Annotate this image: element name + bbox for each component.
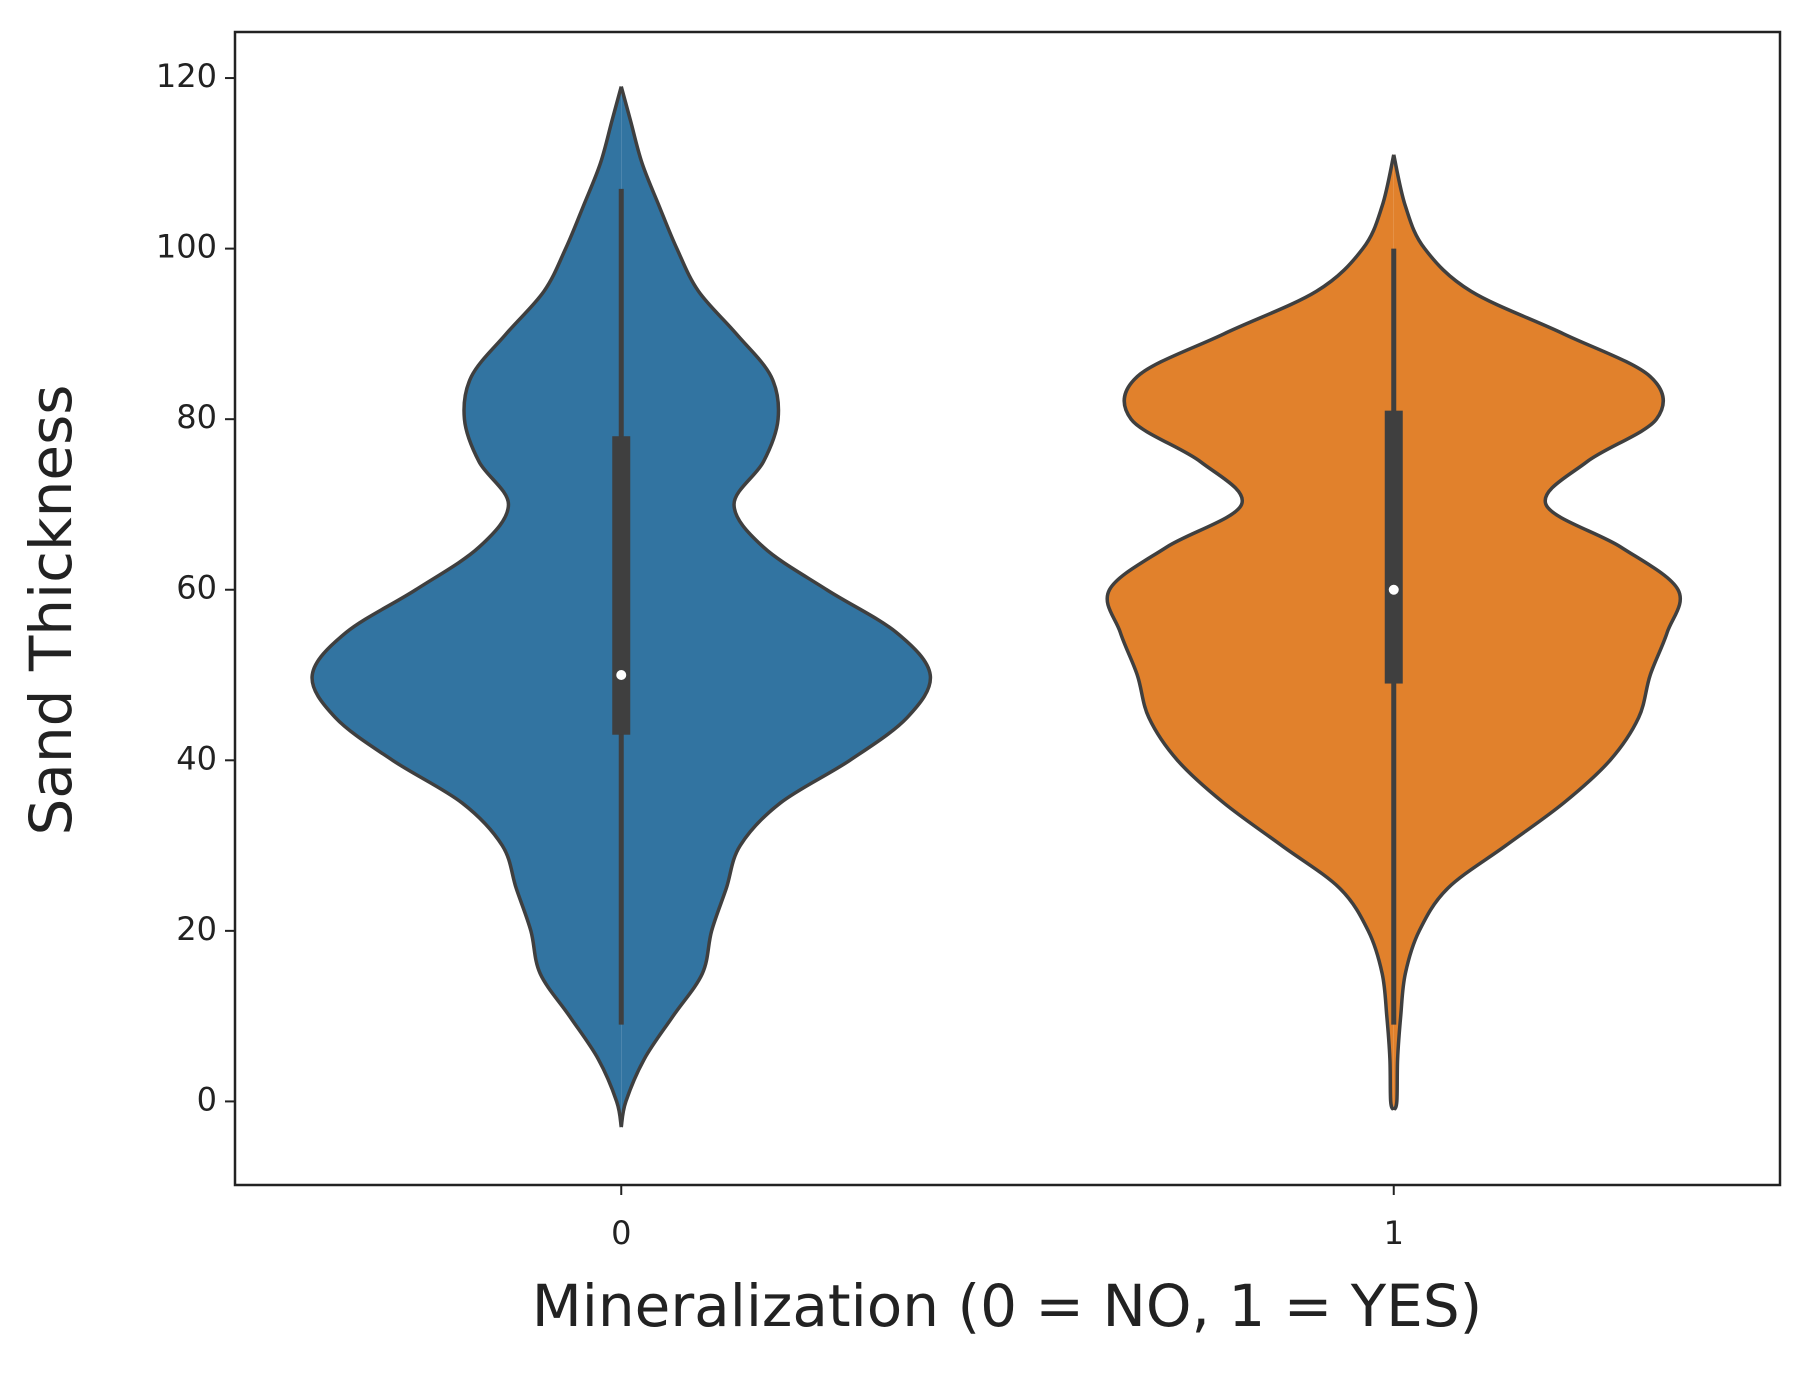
y-tick-label: 20 — [176, 910, 217, 948]
violin-outline — [619, 86, 933, 1128]
y-tick-label: 60 — [176, 569, 217, 607]
violin-left — [311, 86, 622, 1128]
y-axis-label: Sand Thickness — [17, 384, 85, 835]
y-tick-label: 40 — [176, 739, 217, 777]
y-tick-label: 100 — [156, 228, 217, 266]
median — [616, 670, 627, 681]
y-tick-label: 0 — [197, 1080, 217, 1118]
median — [1388, 584, 1399, 595]
violin-left — [1106, 154, 1395, 1111]
iqr-box — [612, 436, 631, 735]
violin-right — [620, 86, 931, 1128]
x-tick-label: 1 — [1384, 1214, 1404, 1252]
violin-right — [1393, 154, 1681, 1111]
x-axis-label: Mineralization (0 = NO, 1 = YES) — [532, 1272, 1483, 1340]
plot-frame — [233, 30, 1782, 1187]
x-tick-label: 0 — [611, 1214, 631, 1252]
iqr-box — [1384, 410, 1403, 684]
violin-outline — [1392, 154, 1683, 1111]
y-tick-label: 120 — [156, 57, 217, 95]
violin-outline — [310, 86, 623, 1128]
violin-outline — [1105, 154, 1396, 1111]
y-tick-label: 80 — [176, 398, 217, 436]
